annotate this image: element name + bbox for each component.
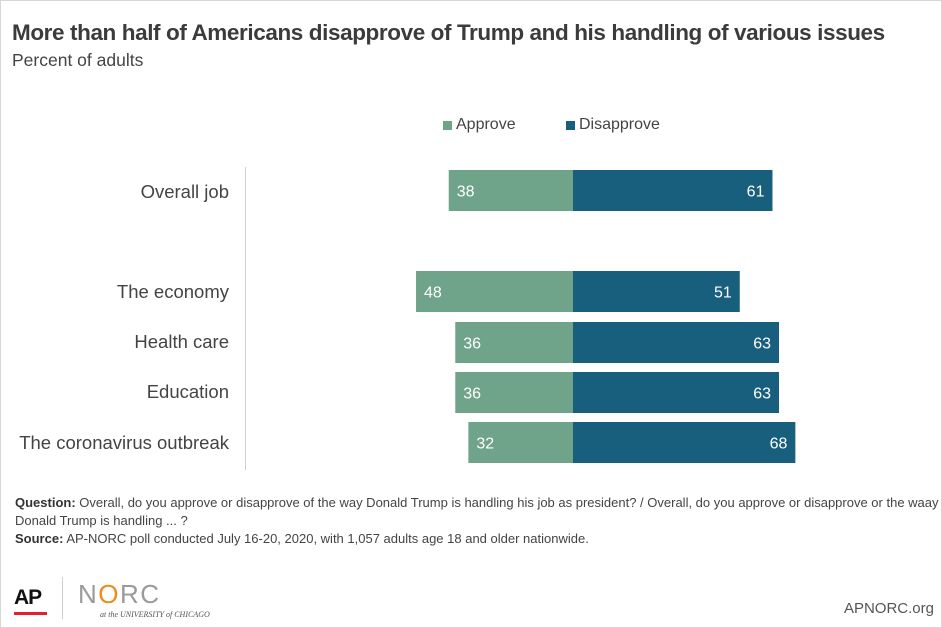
disapprove-bar-overall-job: [573, 170, 773, 211]
approve-bar-overall-job: [448, 170, 573, 211]
norc-logo-o: O: [98, 579, 121, 609]
legend-item-approve: Approve: [443, 116, 516, 134]
approve-bar-economy: [416, 271, 573, 312]
legend-label-disapprove: Disapprove: [579, 116, 660, 133]
approve-bar-health-care: [455, 322, 573, 363]
category-label-overall-job: Overall job: [140, 181, 229, 202]
footnote: Question: Overall, do you approve or dis…: [15, 494, 940, 548]
disapprove-bar-education: [573, 372, 780, 413]
category-label-coronavirus: The coronavirus outbreak: [19, 432, 229, 453]
legend-item-disapprove: Disapprove: [566, 116, 660, 134]
disapprove-bar-economy: [573, 271, 740, 312]
question-text: Overall, do you approve or disapprove of…: [15, 495, 939, 528]
norc-logo-rc: RC: [120, 579, 161, 609]
source-text: AP-NORC poll conducted July 16-20, 2020,…: [66, 531, 589, 546]
question-label: Question:: [15, 495, 76, 510]
source-note: Source: AP-NORC poll conducted July 16-2…: [15, 530, 940, 548]
norc-logo-subtitle: at the UNIVERSITY of CHICAGO: [100, 610, 210, 619]
disapprove-bar-coronavirus: [573, 422, 796, 463]
disapprove-bar-health-care: [573, 322, 780, 363]
disapprove-value-label-coronavirus: 68: [770, 436, 788, 453]
category-axis-line: [245, 167, 246, 470]
category-label-education: Education: [146, 381, 229, 402]
approve-value-label-coronavirus: 32: [476, 436, 494, 453]
approve-value-label-overall-job: 38: [457, 184, 475, 201]
site-url: APNORC.org: [843, 600, 934, 617]
norc-logo-n: N: [78, 579, 99, 609]
question-note: Question: Overall, do you approve or dis…: [15, 494, 940, 530]
chart-title: More than half of Americans disapprove o…: [12, 20, 885, 45]
disapprove-value-label-overall-job: 61: [747, 184, 765, 201]
approve-value-label-economy: 48: [424, 285, 442, 302]
approve-bar-coronavirus: [468, 422, 573, 463]
ap-logo-underline: [14, 612, 47, 615]
ap-logo: AP: [14, 586, 42, 609]
legend-swatch-approve: [443, 120, 452, 130]
disapprove-value-label-education: 63: [753, 386, 771, 403]
source-label: Source:: [15, 531, 64, 546]
disapprove-value-label-health-care: 63: [753, 336, 771, 353]
approve-bar-education: [455, 372, 573, 413]
logo-divider: [62, 577, 63, 619]
chart-subtitle: Percent of adults: [12, 50, 144, 70]
category-label-health-care: Health care: [134, 331, 229, 352]
norc-logo: NORC: [78, 579, 161, 610]
legend-swatch-disapprove: [566, 120, 575, 130]
legend: Approve Disapprove: [0, 116, 942, 138]
category-label-economy: The economy: [116, 281, 229, 302]
legend-label-approve: Approve: [456, 116, 516, 133]
disapprove-value-label-economy: 51: [714, 285, 732, 302]
approve-value-label-education: 36: [463, 386, 481, 403]
approve-value-label-health-care: 36: [463, 336, 481, 353]
